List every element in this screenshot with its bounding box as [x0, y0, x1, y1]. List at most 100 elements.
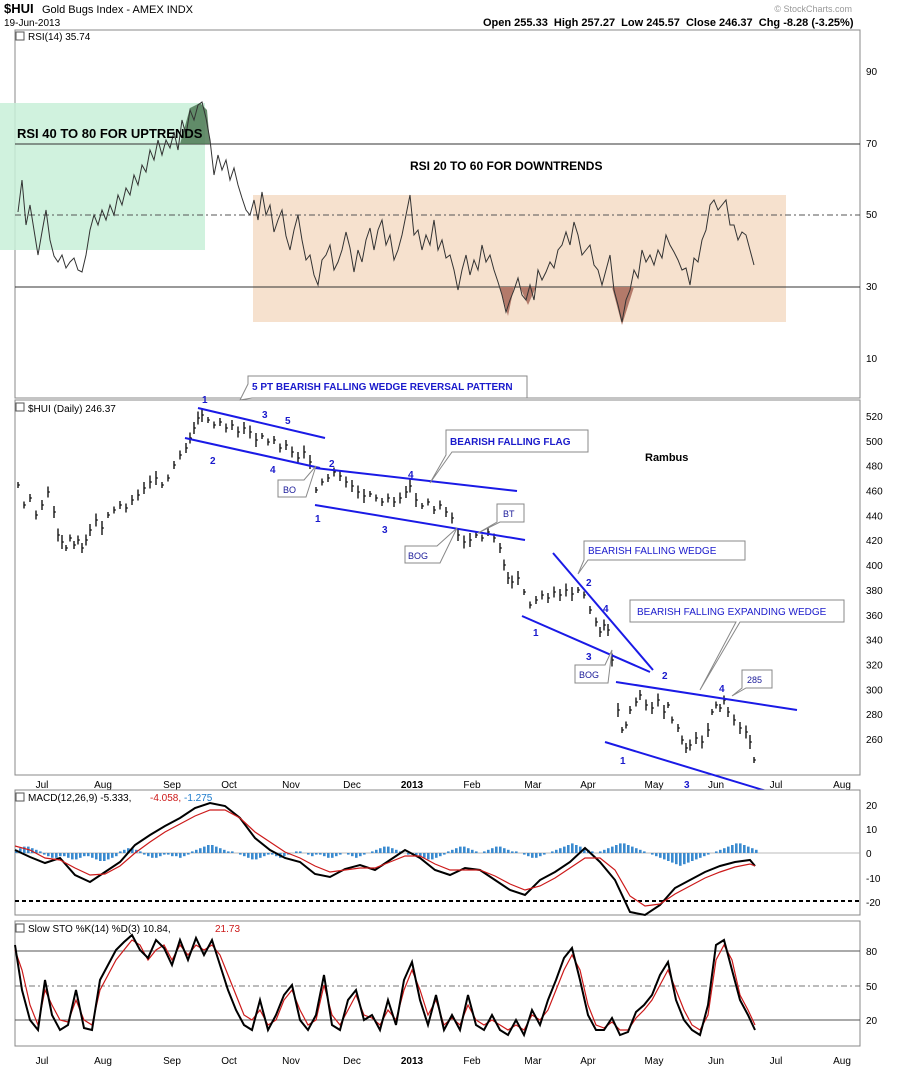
macd-axis: 20 10 0 -10 -20 — [866, 801, 881, 909]
macd-hist-bar — [47, 853, 50, 857]
sto-k-line — [14, 933, 756, 1038]
macd-hist-bar — [487, 849, 490, 853]
macd-hist-bar — [475, 851, 478, 853]
macd-hist-bar — [119, 851, 122, 853]
macd-tick: 20 — [866, 801, 878, 812]
macd-hist-bar — [363, 853, 366, 855]
rsi-uptrend-note: RSI 40 TO 80 FOR UPTRENDS — [17, 126, 203, 141]
macd-hist-bar — [199, 848, 202, 853]
macd-hist-bar — [683, 853, 686, 865]
wedge-upper-line — [197, 407, 326, 439]
x-tick-label: Mar — [524, 1056, 542, 1067]
macd-hist-bar — [187, 853, 190, 855]
callout-5pt-wedge-text: 5 PT BEARISH FALLING WEDGE REVERSAL PATT… — [252, 382, 513, 393]
macd-signal-line — [14, 809, 756, 907]
sto-frame — [14, 920, 861, 1047]
macd-hist-bar — [107, 853, 110, 860]
macd-hist-bar — [51, 853, 54, 858]
macd-hist-bar — [579, 846, 582, 853]
macd-hist-bar — [91, 853, 94, 858]
price-tick: 480 — [866, 462, 883, 473]
callout-5pt-wedge — [239, 375, 528, 401]
wave-label: 3 — [684, 780, 690, 791]
macd-hist-bar — [55, 853, 58, 858]
price-frame — [14, 399, 861, 776]
macd-hist-bar — [639, 849, 642, 853]
sto-legend-b: 21.73 — [215, 924, 240, 935]
macd-tick: 10 — [866, 825, 878, 836]
price-tick: 260 — [866, 735, 883, 746]
x-tick-label: Aug — [833, 780, 851, 791]
x-tick-label: Jul — [36, 780, 49, 791]
macd-hist-bar — [663, 853, 666, 860]
macd-hist-bar — [539, 853, 542, 857]
macd-hist-bar — [239, 853, 242, 855]
price-tick: 440 — [866, 511, 883, 522]
price-x-axis: Jul Aug Sep Oct Nov Dec 2013 Feb Mar Apr May Jun Jul… — [36, 780, 851, 791]
macd-hist-bar — [59, 853, 62, 857]
macd-hist-bar — [175, 853, 178, 857]
price-axis: 520 500 480 460 440 420 400 380 360 340 320 300 280 2… — [866, 412, 883, 746]
rsi-tick-10: 10 — [866, 354, 878, 365]
macd-hist-bar — [267, 853, 270, 855]
macd-hist-bar — [307, 853, 310, 855]
price-tick: 460 — [866, 487, 883, 498]
macd-legend-a: MACD(12,26,9) -5.333, — [28, 793, 131, 804]
macd-hist-bar — [627, 845, 630, 853]
macd-tick: 0 — [866, 849, 872, 860]
macd-hist-bar — [495, 846, 498, 853]
rsi-legend: RSI(14) 35.74 — [28, 32, 91, 43]
expanding-wedge-lower — [604, 741, 787, 798]
macd-hist-bar — [423, 853, 426, 858]
macd-hist-bar — [511, 851, 514, 853]
callout-expanding-wedge — [629, 599, 845, 691]
macd-hist-bar — [179, 853, 182, 858]
box-285 — [731, 669, 773, 697]
macd-hist-bar — [507, 849, 510, 853]
macd-hist-bar — [355, 853, 358, 858]
macd-hist-bar — [447, 851, 450, 853]
x-tick-label: Aug — [94, 1056, 112, 1067]
x-tick-label: Apr — [580, 1056, 596, 1067]
wave-label: 4 — [603, 604, 609, 615]
macd-hist-bar — [543, 853, 546, 855]
macd-hist-bar — [339, 853, 342, 855]
macd-hist-bar — [127, 848, 130, 853]
x-tick-label: Aug — [94, 780, 112, 791]
macd-hist-bar — [451, 849, 454, 853]
macd-hist-bar — [167, 853, 170, 855]
callout-falling-wedge — [577, 540, 746, 575]
macd-hist-bar — [431, 853, 434, 860]
wave-label: 2 — [662, 671, 668, 682]
x-tick-label: Jul — [36, 1056, 49, 1067]
macd-hist-bar — [575, 845, 578, 853]
macd-line — [14, 801, 756, 917]
price-legend: $HUI (Daily) 246.37 — [28, 404, 116, 415]
macd-hist-bar — [599, 851, 602, 853]
macd-hist-bar — [143, 853, 146, 855]
macd-hist-bar — [603, 849, 606, 853]
macd-hist-bar — [319, 853, 322, 855]
rsi-panel: RSI 40 TO 80 FOR UPTRENDS RSI 20 TO 60 F… — [0, 29, 878, 399]
sto-tick: 80 — [866, 947, 878, 958]
box-bo — [277, 465, 317, 498]
callout-falling-flag — [429, 429, 589, 484]
macd-hist-bar — [379, 848, 382, 853]
macd-hist-bar — [131, 848, 134, 853]
price-bars — [17, 408, 756, 763]
price-tick: 320 — [866, 661, 883, 672]
sto-legend-box — [15, 923, 25, 933]
rsi-tick-90: 90 — [866, 67, 878, 78]
x-tick-label: Sep — [163, 1056, 181, 1067]
macd-hist-bar — [591, 851, 594, 853]
wave-label: 3 — [586, 652, 592, 663]
rsi-oversold-fill-1 — [500, 287, 514, 316]
macd-legend-b: -4.058, — [150, 793, 181, 804]
macd-hist-bar — [563, 846, 566, 853]
macd-hist-bar — [535, 853, 538, 858]
macd-hist-bar — [351, 853, 354, 857]
macd-hist-bar — [299, 851, 302, 853]
macd-hist-bar — [111, 853, 114, 858]
macd-hist-bar — [331, 853, 334, 858]
x-tick-label: Sep — [163, 780, 181, 791]
